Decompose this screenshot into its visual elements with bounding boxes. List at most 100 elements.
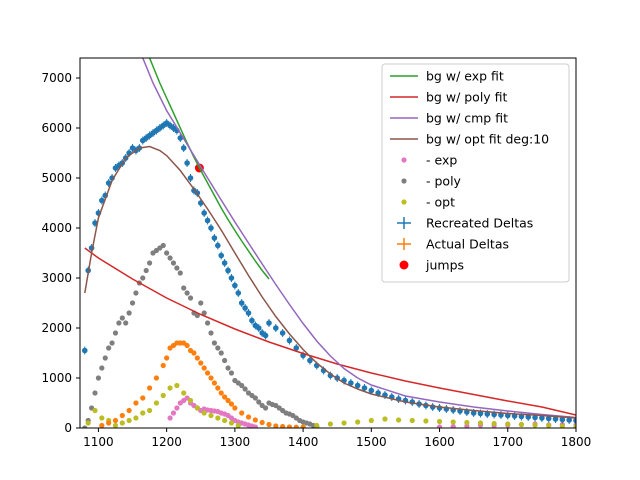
y-tick-label-0: 0 xyxy=(64,421,72,435)
point-unnamed-7-8 xyxy=(153,375,160,381)
point-exp-4-0 xyxy=(167,415,173,421)
point-recreated-deltas-8-5 xyxy=(99,197,105,204)
point-recreated-deltas-8-92 xyxy=(525,414,532,420)
point-unnamed-7-18 xyxy=(191,350,197,356)
legend-label-bg-w-cmp-fit-2: bg w/ cmp fit xyxy=(426,111,508,126)
legend-swatch-exp-4 xyxy=(401,157,407,163)
point-recreated-deltas-8-44 xyxy=(232,282,238,289)
point-poly-5-38 xyxy=(211,340,218,346)
point-opt-6-41 xyxy=(546,422,552,428)
legend-item-recreated-deltas-8: Recreated Deltas xyxy=(397,216,533,231)
point-unnamed-7-26 xyxy=(218,390,224,396)
point-recreated-deltas-8-86 xyxy=(484,411,491,417)
point-unnamed-7-9 xyxy=(160,362,166,369)
point-recreated-deltas-8-97 xyxy=(559,416,566,423)
point-poly-5-0 xyxy=(82,425,88,428)
point-recreated-deltas-8-35 xyxy=(201,210,207,216)
point-unnamed-7-28 xyxy=(225,397,231,404)
point-opt-6-39 xyxy=(518,421,525,428)
point-recreated-deltas-8-30 xyxy=(184,160,190,166)
point-poly-5-27 xyxy=(174,265,180,271)
point-opt-6-10 xyxy=(153,400,160,406)
point-unnamed-7-19 xyxy=(194,355,200,361)
point-opt-6-26 xyxy=(341,420,347,426)
point-opt-6-42 xyxy=(559,423,565,428)
series-line-bg-w-cmp-fit-2 xyxy=(142,58,576,419)
point-poly-5-9 xyxy=(112,330,119,336)
x-tick-label-1600: 1600 xyxy=(424,435,455,449)
point-opt-6-17 xyxy=(201,410,207,416)
point-unnamed-7-10 xyxy=(164,355,170,361)
point-recreated-deltas-8-49 xyxy=(249,317,255,324)
legend-item-bg-w-cmp-fit-2: bg w/ cmp fit xyxy=(390,111,508,126)
point-unnamed-7-22 xyxy=(204,370,211,376)
point-recreated-deltas-8-54 xyxy=(266,320,272,326)
point-recreated-deltas-8-58 xyxy=(293,345,300,351)
point-poly-5-11 xyxy=(119,315,125,321)
point-recreated-deltas-8-51 xyxy=(255,325,262,331)
point-unnamed-7-40 xyxy=(300,424,306,428)
point-recreated-deltas-8-69 xyxy=(368,387,375,394)
x-tick-label-1700: 1700 xyxy=(493,435,524,449)
point-opt-6-43 xyxy=(573,423,576,428)
point-poly-5-13 xyxy=(126,310,132,316)
point-poly-5-40 xyxy=(218,350,224,356)
point-recreated-deltas-8-47 xyxy=(242,305,248,311)
point-recreated-deltas-8-67 xyxy=(354,382,361,389)
point-poly-5-47 xyxy=(242,386,248,392)
point-opt-6-1 xyxy=(92,407,98,414)
point-unnamed-7-24 xyxy=(211,380,218,386)
point-opt-6-38 xyxy=(505,421,511,427)
point-recreated-deltas-8-31 xyxy=(187,175,194,181)
series-line-bg-w-opt-fit-deg-10-3 xyxy=(84,145,576,419)
legend-item-poly-5: - poly xyxy=(401,174,462,189)
point-recreated-deltas-8-0 xyxy=(81,347,88,354)
y-tick-label-1000: 1000 xyxy=(41,371,72,385)
point-unnamed-7-36 xyxy=(273,423,279,428)
point-poly-5-50 xyxy=(252,395,258,401)
point-unnamed-7-39 xyxy=(293,424,299,428)
legend-item-actual-deltas-9: Actual Deltas xyxy=(397,237,509,252)
point-recreated-deltas-8-85 xyxy=(477,410,484,417)
series-unnamed-7 xyxy=(99,340,306,428)
point-poly-5-43 xyxy=(228,370,235,376)
y-tick-label-5000: 5000 xyxy=(41,171,72,185)
point-recreated-deltas-8-98 xyxy=(566,417,572,423)
point-unnamed-7-27 xyxy=(222,394,228,400)
legend-label-bg-w-exp-fit-0: bg w/ exp fit xyxy=(426,69,504,84)
point-recreated-deltas-8-57 xyxy=(286,337,293,344)
point-opt-6-21 xyxy=(228,420,235,426)
point-unnamed-7-21 xyxy=(201,365,207,371)
point-opt-6-22 xyxy=(235,422,241,428)
point-recreated-deltas-8-29 xyxy=(180,145,187,151)
point-opt-6-36 xyxy=(477,420,484,426)
point-unnamed-7-23 xyxy=(208,375,214,381)
point-opt-6-9 xyxy=(146,407,153,414)
legend-label-bg-w-poly-fit-1: bg w/ poly fit xyxy=(426,90,508,105)
point-unnamed-7-20 xyxy=(198,360,204,366)
point-poly-5-18 xyxy=(143,267,149,274)
point-recreated-deltas-8-94 xyxy=(539,415,545,421)
point-recreated-deltas-8-46 xyxy=(238,300,245,306)
point-opt-6-40 xyxy=(532,422,538,428)
series-bg-w-poly-fit-1 xyxy=(84,247,576,416)
point-exp-4-2 xyxy=(174,405,180,411)
point-poly-5-39 xyxy=(215,345,221,351)
point-opt-6-27 xyxy=(355,419,361,425)
point-opt-6-5 xyxy=(119,420,125,426)
point-recreated-deltas-8-95 xyxy=(545,415,552,422)
point-recreated-deltas-8-56 xyxy=(279,330,286,336)
point-unnamed-7-31 xyxy=(239,410,245,416)
point-opt-6-37 xyxy=(491,420,497,427)
legend-label-exp-4: - exp xyxy=(426,153,457,168)
point-poly-5-24 xyxy=(164,250,170,256)
series-layer xyxy=(81,58,576,428)
point-unnamed-7-5 xyxy=(133,400,139,406)
y-tick-label-3000: 3000 xyxy=(41,271,72,285)
point-poly-5-8 xyxy=(109,340,115,346)
point-recreated-deltas-8-43 xyxy=(228,275,235,281)
point-unnamed-7-1 xyxy=(106,420,112,426)
point-poly-5-36 xyxy=(204,320,211,326)
point-exp-4-26 xyxy=(436,424,443,428)
point-unnamed-7-34 xyxy=(259,419,265,426)
